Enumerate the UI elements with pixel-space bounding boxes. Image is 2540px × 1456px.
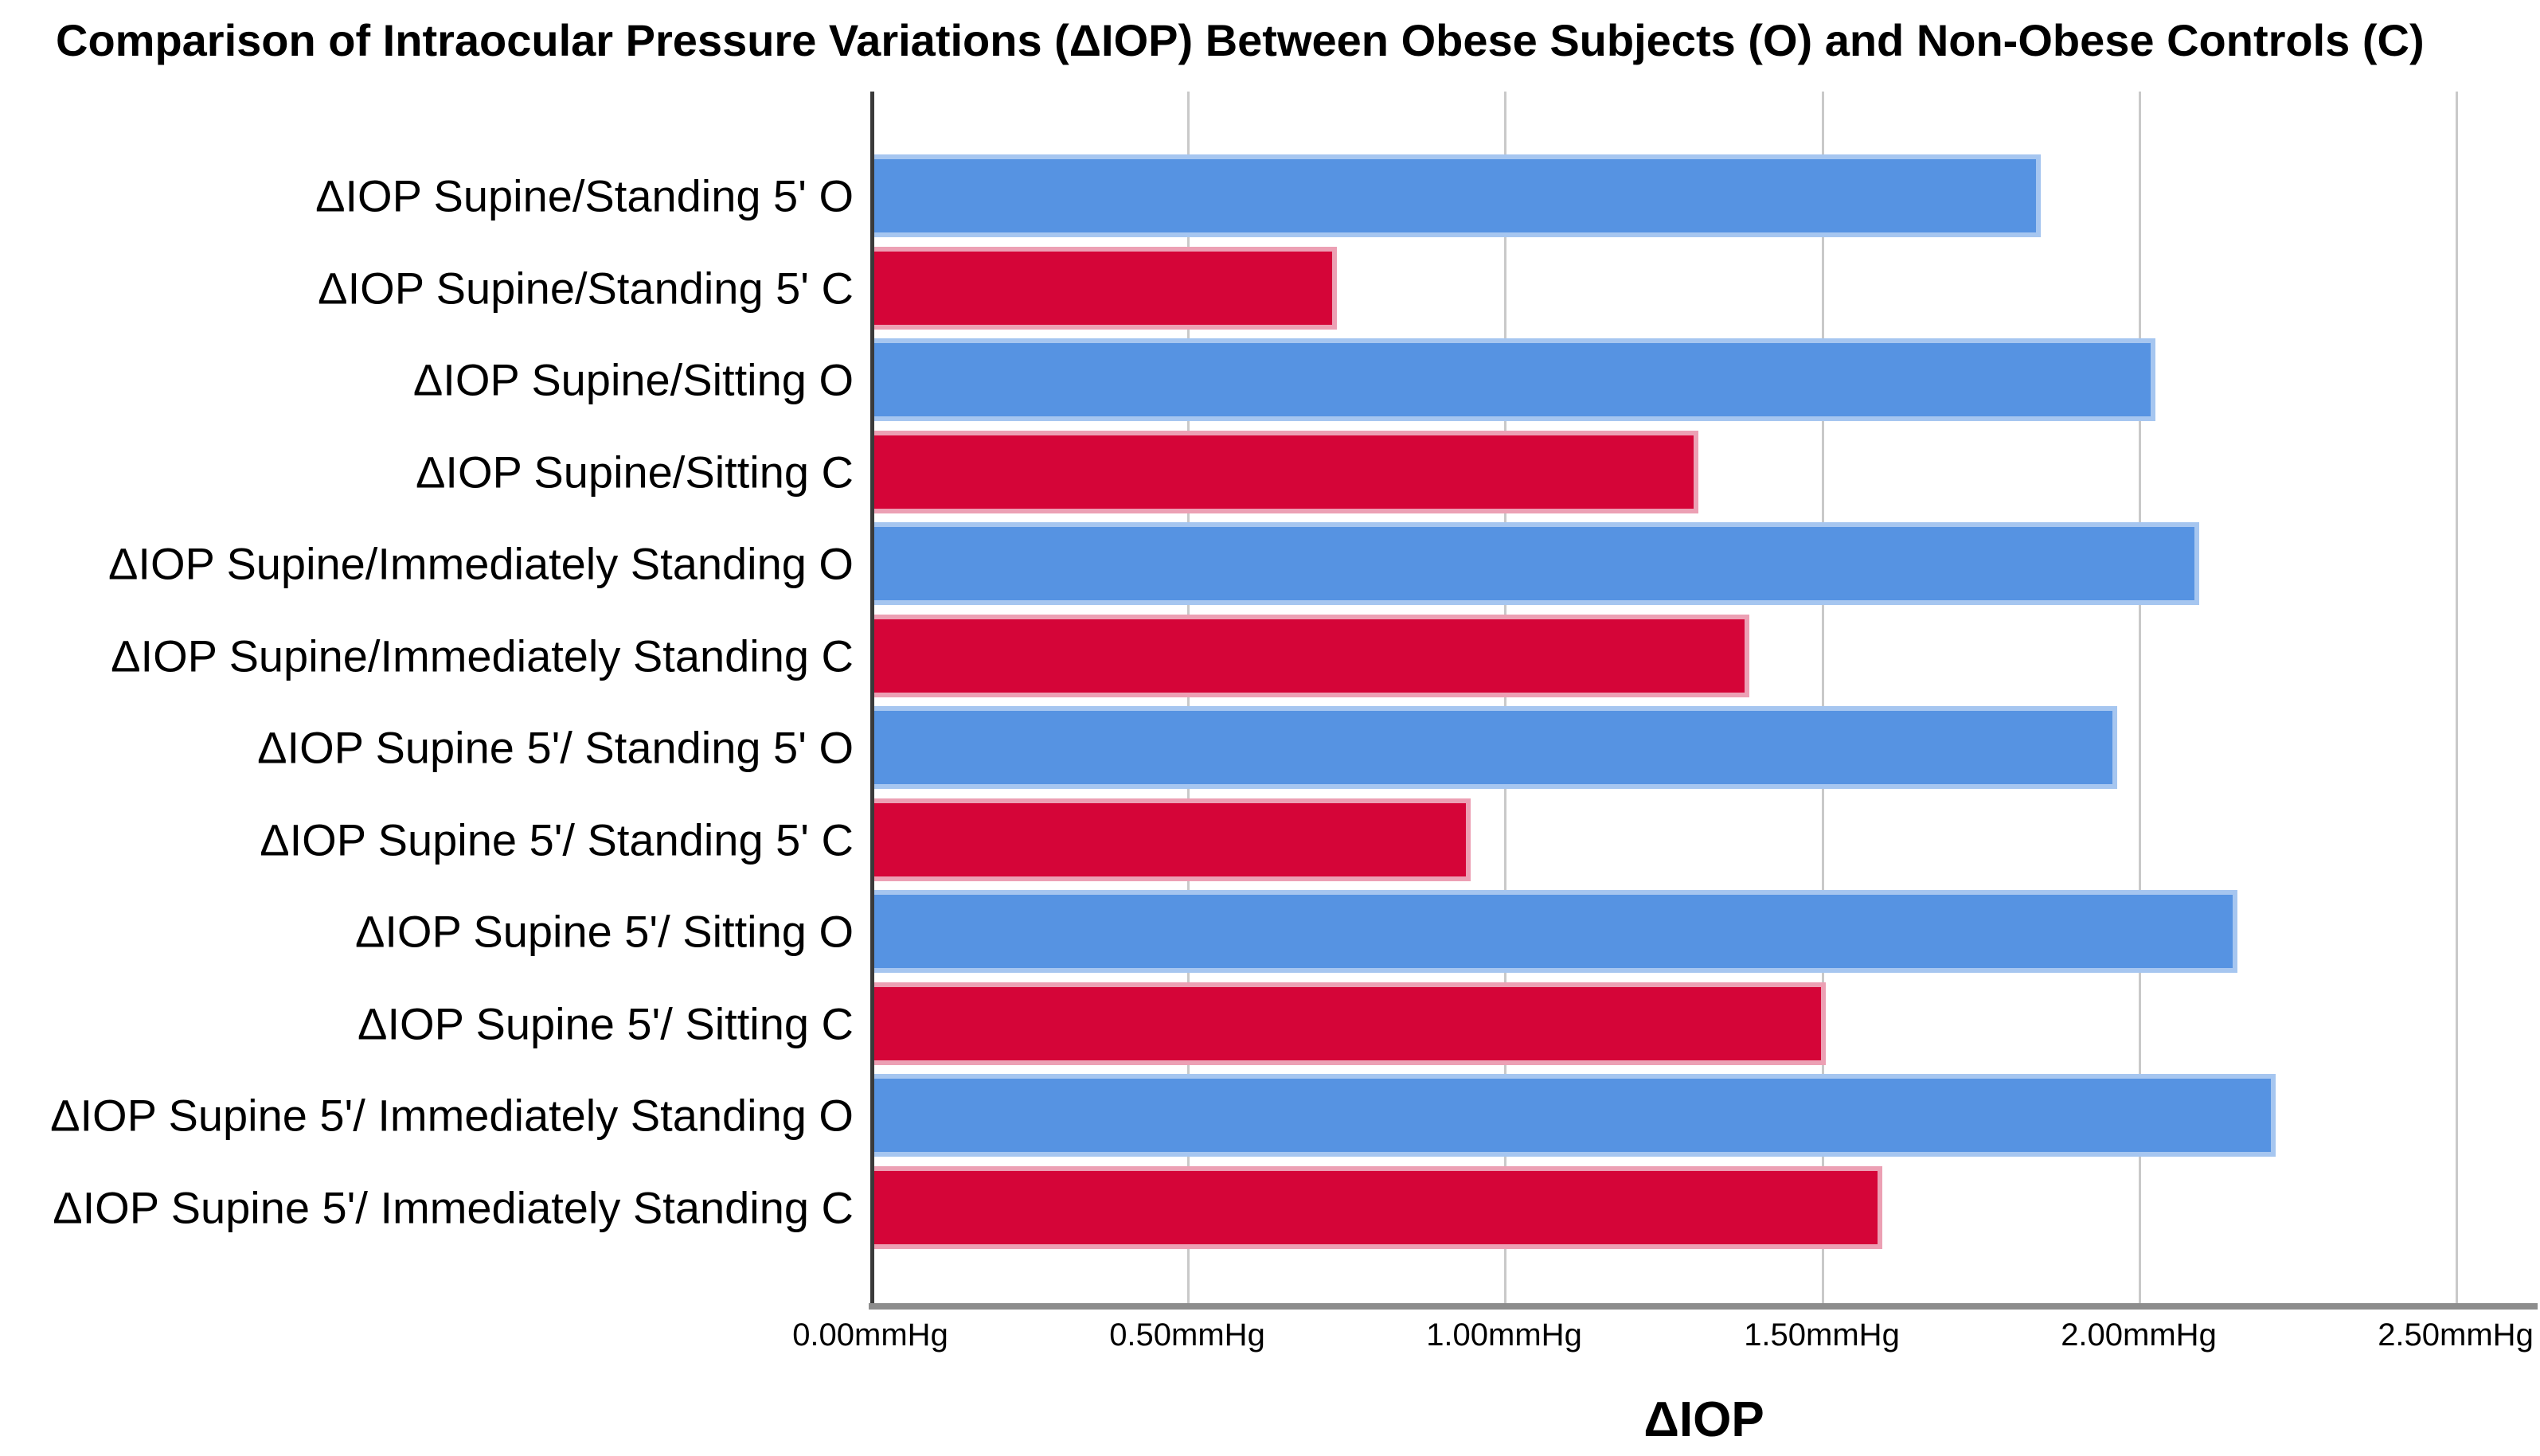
x-tick-label: 1.00mmHg [1426, 1317, 1582, 1353]
bar-obese [874, 522, 2199, 605]
bar-control [874, 1166, 1882, 1249]
bar-control [874, 982, 1826, 1065]
category-label: ΔIOP Supine 5'/ Standing 5' O [257, 722, 854, 773]
y-axis-line [870, 92, 874, 1306]
x-tick-label: 1.50mmHg [1744, 1317, 1900, 1353]
chart-title: Comparison of Intraocular Pressure Varia… [56, 15, 2425, 65]
x-axis-title: ΔIOP [1643, 1392, 1764, 1447]
category-label: ΔIOP Supine 5'/ Immediately Standing O [50, 1090, 854, 1141]
bar-obese [874, 890, 2237, 973]
gridline [2139, 92, 2141, 1306]
category-label: ΔIOP Supine/Sitting C [416, 447, 854, 498]
x-tick-label: 0.50mmHg [1109, 1317, 1265, 1353]
bar-obese [874, 1074, 2276, 1157]
category-label: ΔIOP Supine/Immediately Standing O [108, 538, 854, 589]
bar-obese [874, 338, 2155, 421]
bar-control [874, 615, 1749, 697]
plot-area [870, 92, 2538, 1306]
category-label: ΔIOP Supine/Sitting O [412, 354, 854, 405]
bar-control [874, 431, 1698, 513]
bar-control [874, 798, 1471, 881]
category-label: ΔIOP Supine/Immediately Standing C [111, 630, 854, 681]
bar-control [874, 247, 1337, 330]
x-tick-label: 0.00mmHg [792, 1317, 948, 1353]
gridline [1822, 92, 1824, 1306]
category-label: ΔIOP Supine 5'/ Sitting O [354, 906, 854, 957]
x-axis-line [869, 1303, 2538, 1310]
category-label: ΔIOP Supine 5'/ Sitting C [358, 998, 854, 1049]
x-tick-label: 2.00mmHg [2061, 1317, 2217, 1353]
gridline [1504, 92, 1506, 1306]
category-label: ΔIOP Supine/Standing 5' C [318, 263, 854, 314]
category-label: ΔIOP Supine/Standing 5' O [315, 170, 854, 221]
category-label: ΔIOP Supine 5'/ Standing 5' C [260, 814, 854, 865]
bar-obese [874, 706, 2117, 789]
gridline [2456, 92, 2458, 1306]
category-label: ΔIOP Supine 5'/ Immediately Standing C [53, 1182, 854, 1233]
x-tick-label: 2.50mmHg [2378, 1317, 2534, 1353]
gridline [1187, 92, 1190, 1306]
bar-obese [874, 154, 2041, 237]
